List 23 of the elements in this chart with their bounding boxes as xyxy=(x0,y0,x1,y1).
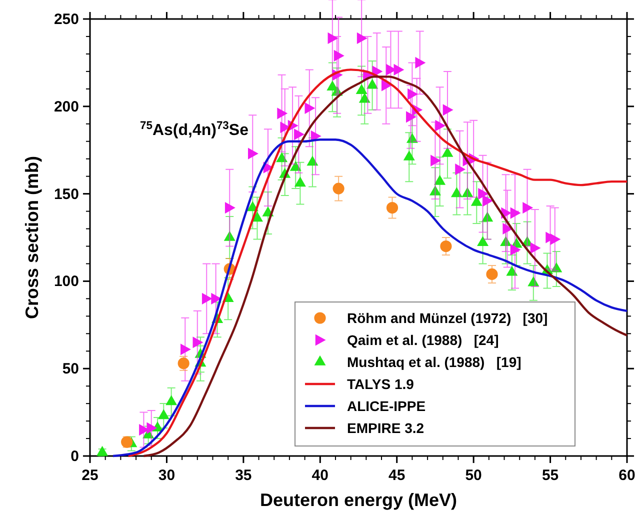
y-tick-label: 200 xyxy=(54,98,79,116)
x-tick-label: 30 xyxy=(158,467,176,484)
x-tick-label: 25 xyxy=(82,467,98,484)
annotation: $^{75}$As(d,4n)$^{73}$Se xyxy=(140,120,249,139)
y-tick-label: 0 xyxy=(70,448,79,465)
y-tick-label: 250 xyxy=(54,11,79,28)
legend-label: EMPIRE 3.2 xyxy=(347,420,424,436)
x-tick-label: 55 xyxy=(542,467,559,484)
legend-label: Röhm and Münzel (1972) [30] xyxy=(347,310,548,326)
y-axis-title: Cross section (mb) xyxy=(22,156,42,320)
legend-label: Mushtaq et al. (1988) [19] xyxy=(347,354,522,370)
y-tick-label: 50 xyxy=(62,360,79,378)
x-axis-title: Deuteron energy (MeV) xyxy=(260,490,458,510)
x-tick-label: 45 xyxy=(388,467,406,484)
y-tick-label: 100 xyxy=(54,273,79,290)
legend-label: TALYS 1.9 xyxy=(347,376,414,392)
legend-label: Qaim et al. (1988) [24] xyxy=(347,332,499,348)
x-tick-label: 35 xyxy=(235,467,252,484)
legend-label: ALICE-IPPE xyxy=(347,398,426,414)
y-tick-label: 150 xyxy=(54,186,79,203)
x-tick-label: 60 xyxy=(618,467,636,484)
x-tick-label: 50 xyxy=(465,467,482,484)
x-tick-label: 40 xyxy=(312,467,328,484)
